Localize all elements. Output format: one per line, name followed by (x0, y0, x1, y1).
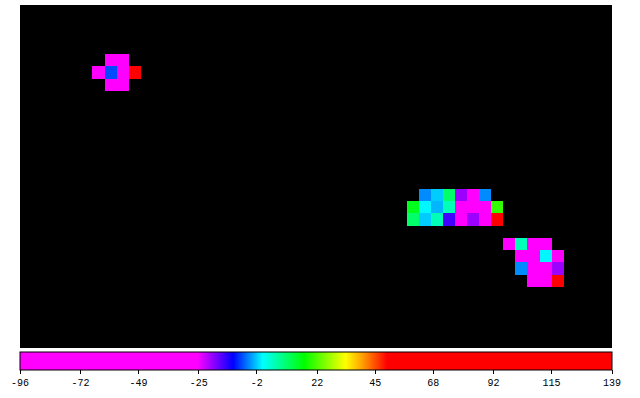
svg-text:-2: -2 (251, 378, 263, 389)
svg-text:92: 92 (488, 378, 500, 389)
svg-text:-49: -49 (129, 378, 147, 389)
svg-text:22: 22 (311, 378, 323, 389)
svg-text:139: 139 (603, 378, 621, 389)
svg-text:-72: -72 (71, 378, 89, 389)
svg-text:-25: -25 (190, 378, 208, 389)
svg-text:68: 68 (427, 378, 439, 389)
svg-text:-96: -96 (11, 378, 29, 389)
svg-text:115: 115 (543, 378, 561, 389)
svg-text:45: 45 (369, 378, 381, 389)
